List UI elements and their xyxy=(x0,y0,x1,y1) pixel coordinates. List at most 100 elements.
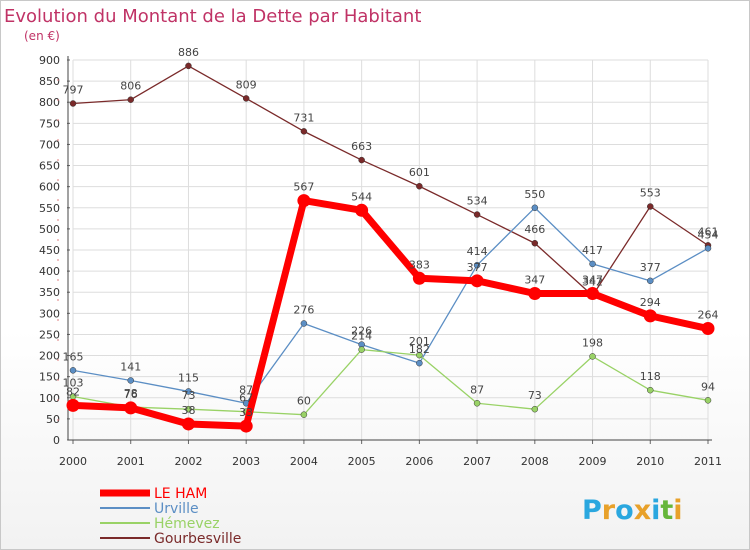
data-label-le-ham: 377 xyxy=(467,261,488,274)
point-h-mevez xyxy=(589,353,596,360)
data-label-le-ham: 347 xyxy=(582,273,603,286)
point-urville xyxy=(127,377,134,384)
data-label-h-mevez: 87 xyxy=(470,383,484,396)
y-tick-label: 500 xyxy=(39,223,60,236)
legend-label-gourbesville: Gourbesville xyxy=(154,531,241,547)
point-gourbesville xyxy=(69,100,77,107)
data-label-gourbesville: 886 xyxy=(178,46,199,59)
x-tick-label: 2009 xyxy=(579,455,607,468)
chart-subtitle: (en €) xyxy=(24,29,60,43)
x-tick-label: 2001 xyxy=(117,455,145,468)
y-tick-label: 300 xyxy=(39,307,60,320)
point-le-ham xyxy=(355,203,369,217)
x-tick-label: 2008 xyxy=(521,455,549,468)
series-line-le-ham xyxy=(72,197,709,430)
data-label-gourbesville: 797 xyxy=(63,83,84,96)
data-label-urville: 182 xyxy=(409,343,430,356)
y-tick-label: 400 xyxy=(39,265,60,278)
data-label-gourbesville: 342 xyxy=(582,276,603,289)
data-label-gourbesville: 809 xyxy=(236,78,257,91)
data-label-h-mevez: 201 xyxy=(409,335,430,348)
data-label-le-ham: 567 xyxy=(293,181,314,194)
legend-label-le-ham: LE HAM xyxy=(154,486,207,502)
point-le-ham xyxy=(643,309,657,323)
y-tick-label: 850 xyxy=(39,75,60,88)
x-tick-label: 2007 xyxy=(463,455,491,468)
point-h-mevez xyxy=(300,411,308,418)
point-le-ham xyxy=(181,417,195,431)
point-urville xyxy=(69,367,77,374)
y-tick-label: 750 xyxy=(39,117,60,130)
legend-label-h-mevez: Hémevez xyxy=(154,516,220,532)
point-h-mevez xyxy=(185,405,192,413)
data-label-h-mevez: 103 xyxy=(63,377,84,390)
data-label-gourbesville: 553 xyxy=(640,187,661,200)
y-tick-label: 800 xyxy=(39,96,60,109)
svg-text:Proxiti: Proxiti xyxy=(582,495,683,526)
point-gourbesville xyxy=(127,96,134,103)
point-urville xyxy=(416,359,423,367)
data-label-gourbesville: 601 xyxy=(409,166,430,179)
point-le-ham xyxy=(586,286,600,300)
y-tick-label: 200 xyxy=(39,350,60,363)
series-line-h-mevez xyxy=(72,348,709,416)
point-gourbesville xyxy=(300,128,308,135)
point-gourbesville xyxy=(647,203,654,210)
y-tick-label: 700 xyxy=(39,138,60,151)
data-label-le-ham: 76 xyxy=(124,388,138,401)
point-urville xyxy=(300,320,308,327)
point-h-mevez xyxy=(704,397,712,404)
data-label-urville: 276 xyxy=(293,303,314,316)
data-label-le-ham: 294 xyxy=(640,296,661,309)
data-label-gourbesville: 534 xyxy=(467,195,488,208)
point-h-mevez xyxy=(416,351,423,359)
data-label-h-mevez: 67 xyxy=(239,392,253,405)
point-le-ham xyxy=(239,419,253,433)
y-tick-label: 350 xyxy=(39,286,60,299)
y-tick-label: 250 xyxy=(39,328,60,341)
data-label-le-ham: 82 xyxy=(66,385,80,398)
data-label-urville: 115 xyxy=(178,371,199,384)
data-label-h-mevez: 73 xyxy=(528,389,542,402)
x-tick-label: 2005 xyxy=(348,455,376,468)
series-line-gourbesville xyxy=(72,65,709,297)
point-urville xyxy=(473,261,481,269)
data-label-gourbesville: 466 xyxy=(524,223,545,236)
axes: 0 50 100 150 200 250 300 350 400 450 500 550 600 650 7… xyxy=(39,54,722,468)
data-label-le-ham: 33 xyxy=(239,406,253,419)
chart-title: Evolution du Montant de la Dette par Hab… xyxy=(4,6,421,27)
data-label-gourbesville: 731 xyxy=(293,111,314,124)
x-tick-label: 2011 xyxy=(694,455,722,468)
point-le-ham xyxy=(701,322,715,336)
legend-label-urville: Urville xyxy=(154,501,199,517)
point-urville xyxy=(531,204,539,212)
y-tick-label: 0 xyxy=(53,434,60,447)
point-le-ham xyxy=(66,398,80,412)
y-tick-label: 150 xyxy=(39,371,60,384)
data-label-urville: 87 xyxy=(239,383,253,396)
data-label-h-mevez: 214 xyxy=(351,330,372,343)
point-le-ham xyxy=(124,401,138,415)
data-label-gourbesville: 663 xyxy=(351,140,372,153)
data-labels: 797 806 886 809 731 663 601 534 466 342 553 461 165 1… xyxy=(63,46,719,419)
data-label-le-ham: 544 xyxy=(351,190,372,203)
data-label-urville: 417 xyxy=(582,244,603,257)
y-tick-label: 650 xyxy=(39,160,60,173)
x-tick-label: 2010 xyxy=(636,455,664,468)
data-label-urville: 550 xyxy=(524,188,545,201)
x-tick-label: 2004 xyxy=(290,455,318,468)
y-tick-label: 450 xyxy=(39,244,60,257)
data-label-urville: 454 xyxy=(698,228,719,241)
point-gourbesville xyxy=(185,62,192,70)
point-gourbesville xyxy=(416,182,423,190)
point-h-mevez xyxy=(531,405,539,413)
point-urville xyxy=(589,260,596,268)
point-le-ham xyxy=(528,286,542,300)
y-tick-label: 600 xyxy=(39,181,60,194)
proxiti-logo: Proxiti xyxy=(582,495,683,526)
series-line-urville xyxy=(72,207,709,404)
series-group xyxy=(66,62,715,433)
